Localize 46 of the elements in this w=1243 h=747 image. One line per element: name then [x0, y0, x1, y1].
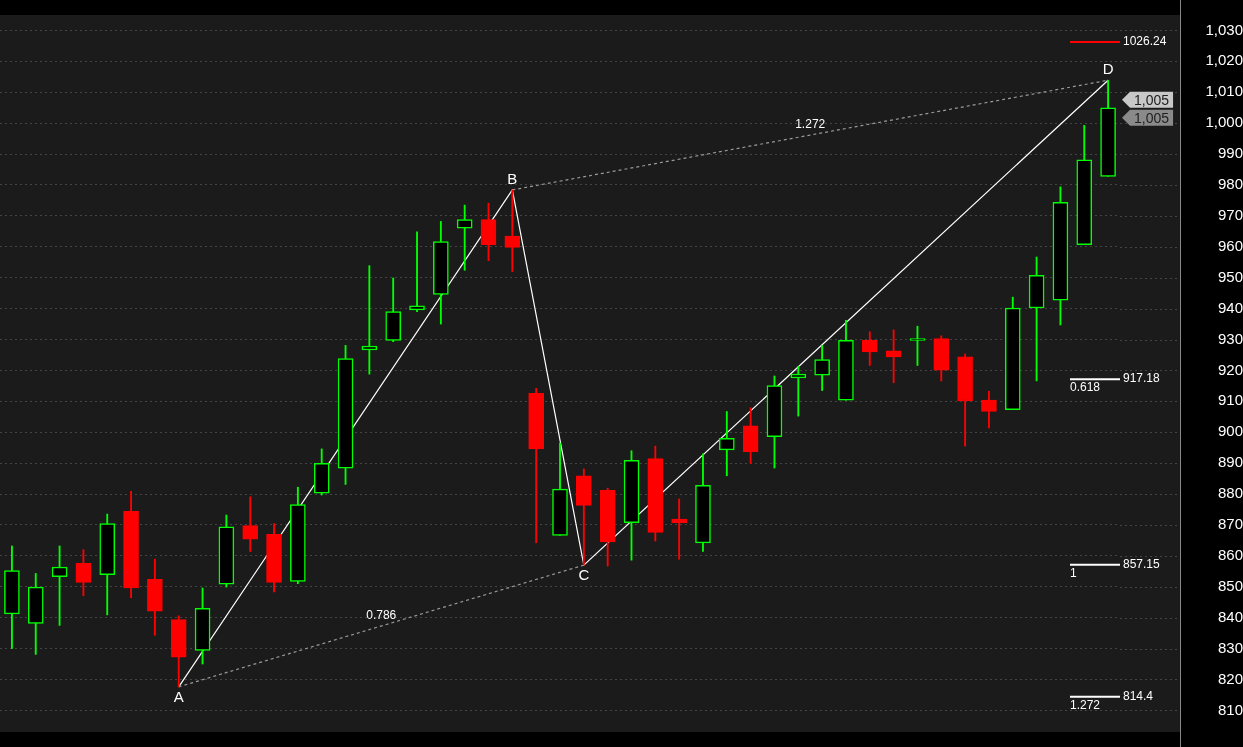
- candlestick: [456, 204, 473, 271]
- y-tick-label: 860: [1217, 545, 1243, 563]
- data-label: B: [507, 169, 518, 187]
- ref-line-label: 814.4: [1123, 689, 1154, 704]
- y-tick-label: 930: [1217, 329, 1243, 347]
- data-label: D: [1102, 59, 1114, 77]
- y-tick-label: 810: [1217, 700, 1243, 718]
- y-tick-label: 890: [1217, 453, 1243, 471]
- text: 1,005: [1134, 109, 1170, 126]
- y-tick-label: 880: [1217, 484, 1243, 502]
- y-tick-label: 910: [1217, 391, 1243, 409]
- annotation: 0.618: [1070, 380, 1101, 395]
- annotation: 1: [1070, 565, 1077, 580]
- data-label: C: [578, 565, 590, 583]
- y-tick-label: 920: [1217, 360, 1243, 378]
- y-tick-label: 940: [1217, 298, 1243, 316]
- y-tick-label: 840: [1217, 607, 1243, 625]
- y-tick-label: 870: [1217, 515, 1243, 533]
- y-tick-label: 1,020: [1205, 51, 1243, 69]
- y-tick-label: 820: [1217, 669, 1243, 687]
- y-tick-label: 980: [1217, 175, 1243, 193]
- candlestick: [51, 545, 68, 626]
- y-tick-label: 830: [1217, 638, 1243, 656]
- candlestick: [409, 231, 425, 313]
- y-tick-label: 960: [1217, 236, 1243, 254]
- y-tick-label: 1,000: [1205, 113, 1243, 131]
- annotation: 0.786: [366, 608, 397, 623]
- candlestick: [361, 265, 378, 375]
- candlestick: [885, 329, 902, 384]
- candlestick: [790, 366, 807, 417]
- annotation: 1.272: [795, 117, 826, 132]
- ref-line-label: 857.15: [1123, 556, 1161, 571]
- y-tick-label: 900: [1217, 422, 1243, 440]
- ref-line-label: 1026.24: [1123, 34, 1167, 49]
- text: 1,005: [1134, 91, 1170, 108]
- annotation: 1.272: [1070, 698, 1101, 713]
- candlestick: [504, 189, 521, 272]
- y-tick-label: 990: [1217, 144, 1243, 162]
- data-label: A: [173, 687, 184, 705]
- y-tick-label: 1,010: [1205, 82, 1243, 100]
- y-tick-label: 970: [1217, 206, 1243, 224]
- y-tick-label: 950: [1217, 267, 1243, 285]
- ref-line-label: 917.18: [1123, 371, 1161, 386]
- y-tick-label: 1,030: [1205, 20, 1243, 38]
- y-tick-label: 850: [1217, 576, 1243, 594]
- candlestick: [671, 498, 687, 560]
